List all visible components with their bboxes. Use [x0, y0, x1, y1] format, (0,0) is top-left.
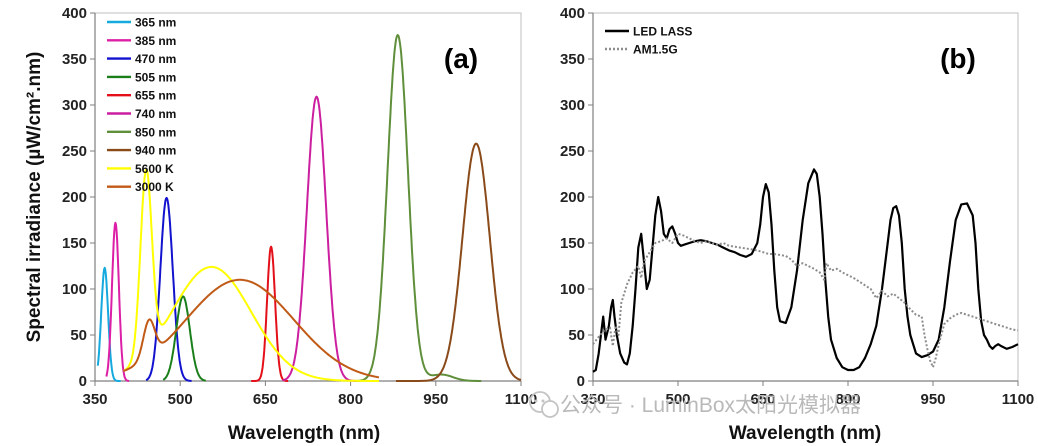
- panel-a-y-tick-label: 350: [62, 51, 87, 68]
- panel-b-y-tick-label: 300: [560, 97, 585, 114]
- panel-b-legend-label: AM1.5G: [633, 43, 678, 57]
- panel-b-x-axis-label: Wavelength (nm): [729, 423, 881, 444]
- wechat-icon: [529, 391, 559, 418]
- panel-a-x-tick-label: 500: [168, 391, 193, 408]
- panel-b-y-tick-label: 100: [560, 281, 585, 298]
- panel-a-y-tick-label: 0: [79, 373, 87, 390]
- panel-a-legend-label: 740 nm: [135, 107, 176, 121]
- panel-b-x-tick-label: 650: [750, 391, 775, 408]
- panel-a-y-axis-label: Spectral irradiance (µW/cm².nm): [24, 52, 45, 343]
- panel-b-series: [592, 168, 1019, 373]
- panel-a-x-tick-label: 650: [253, 391, 278, 408]
- panel-a-y-tick-label: 150: [62, 235, 87, 252]
- panel-b-series-am1-5g: [592, 232, 1019, 369]
- panel-a-y-tick-label: 100: [62, 281, 87, 298]
- panel-a-y-tick-label: 400: [62, 5, 87, 22]
- panel-a-axes: [90, 12, 522, 386]
- panel-b-x-tick-label: 800: [835, 391, 860, 408]
- panel-a-series: [96, 34, 522, 382]
- panel-b-label: (b): [940, 43, 976, 74]
- panel-a-series-655-nm: [250, 245, 289, 382]
- panel-a-legend-label: 385 nm: [135, 34, 176, 48]
- panel-a-legend-label: 365 nm: [135, 16, 176, 30]
- panel-a-series-740-nm: [282, 95, 357, 382]
- panel-b-y-tick-label: 200: [560, 189, 585, 206]
- panel-a-legend-label: 470 nm: [135, 52, 176, 66]
- panel-b-x-tick-label: 1100: [1002, 391, 1035, 408]
- panel-b-y-tick-label: 400: [560, 5, 585, 22]
- panel-a-chart: 0 50 100 150 200 250 300 350 400 350 500 650 800 950 1…: [24, 5, 537, 444]
- panel-a-y-tick-label: 300: [62, 97, 87, 114]
- panel-a-legend-label: 655 nm: [135, 89, 176, 103]
- panel-b-legend-label: LED LASS: [633, 25, 692, 39]
- panel-b-x-tick-label: 350: [580, 391, 605, 408]
- panel-a-y-tick-label: 250: [62, 143, 87, 160]
- panel-a-series-385-nm: [105, 221, 130, 382]
- panel-a-legend: 365 nm 385 nm 470 nm 505 nm 655 nm 740 nm 850 …: [107, 16, 176, 194]
- panel-b-y-tick-label: 250: [560, 143, 585, 160]
- panel-a-y-tick-label: 200: [62, 189, 87, 206]
- panel-a-series-3000-k: [123, 278, 380, 379]
- panel-a-y-tick-label: 50: [70, 327, 87, 344]
- watermark-text: 公众号 · LuminBox太阳光模拟器: [560, 394, 861, 417]
- panel-a-series-940-nm: [395, 142, 522, 382]
- panel-a-series-850-nm: [355, 34, 482, 382]
- panel-a-x-tick-label: 350: [82, 391, 107, 408]
- panel-b-x-tick-label: 500: [665, 391, 690, 408]
- panel-a-series-505-nm: [162, 295, 207, 382]
- panel-a-series-5600-k: [122, 168, 380, 382]
- panel-a-legend-label: 940 nm: [135, 144, 176, 158]
- panel-a-tick-labels: 0 50 100 150 200 250 300 350 400 350 500 650 800 950 1…: [62, 5, 537, 408]
- panel-a-series-470-nm: [145, 196, 192, 382]
- panel-b-y-tick-label: 0: [577, 373, 585, 390]
- panel-b-axes: [588, 12, 1019, 386]
- panel-a-legend-label: 5600 K: [135, 162, 174, 176]
- panel-b-series-led-lass: [592, 168, 1019, 373]
- panel-b-x-tick-label: 950: [920, 391, 945, 408]
- panel-a-x-tick-label: 1100: [505, 391, 538, 408]
- panel-b-y-tick-label: 350: [560, 51, 585, 68]
- panel-a-legend-label: 3000 K: [135, 180, 174, 194]
- panel-a-legend-label: 850 nm: [135, 125, 176, 139]
- panel-b-y-tick-label: 50: [568, 327, 585, 344]
- watermark: 公众号 · LuminBox太阳光模拟器: [529, 391, 861, 418]
- panel-a-x-axis-label: Wavelength (nm): [228, 423, 380, 444]
- panel-b-legend: LED LASS AM1.5G: [605, 25, 692, 57]
- panel-a-label: (a): [444, 43, 478, 74]
- panel-a-x-tick-label: 950: [423, 391, 448, 408]
- panel-a-legend-label: 505 nm: [135, 70, 176, 84]
- panel-b-tick-labels: 0 50 100 150 200 250 300 350 400 350 500 650 800 950 1…: [560, 5, 1034, 408]
- panel-b-chart: 0 50 100 150 200 250 300 350 400 350 500 650 800 950 1…: [560, 5, 1034, 444]
- panel-a-x-tick-label: 800: [338, 391, 363, 408]
- panel-b-y-tick-label: 150: [560, 235, 585, 252]
